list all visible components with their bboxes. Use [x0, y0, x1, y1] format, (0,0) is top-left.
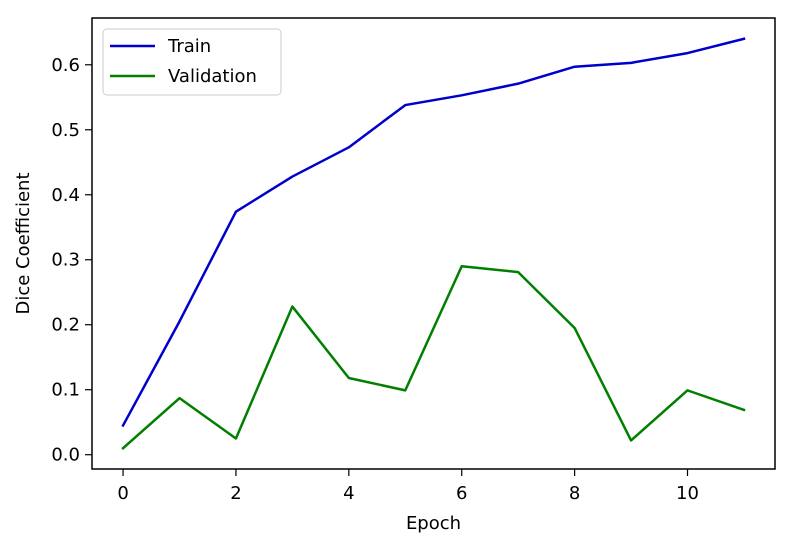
x-tick-label: 4	[343, 483, 354, 504]
series-line-validation	[121, 264, 746, 450]
y-tick-label: 0.6	[51, 55, 80, 76]
x-tick-label: 2	[230, 483, 241, 504]
legend: Train Validation	[102, 28, 282, 96]
legend-label-train: Train	[167, 36, 211, 57]
y-tick-label: 0.3	[51, 250, 80, 271]
x-tick-label: 8	[569, 483, 580, 504]
y-tick-label: 0.5	[51, 120, 80, 141]
y-tick-label: 0.1	[51, 380, 80, 401]
y-tick-label: 0.2	[51, 315, 80, 336]
plot-area	[91, 17, 776, 470]
x-tick-label: 6	[456, 483, 467, 504]
x-axis-title: Epoch	[406, 513, 461, 534]
y-tick-label: 0.0	[51, 445, 80, 466]
y-axis-title: Dice Coefficient	[13, 172, 34, 314]
x-tick-label: 0	[117, 483, 128, 504]
x-tick-label: 10	[676, 483, 699, 504]
y-tick-label: 0.4	[51, 185, 80, 206]
series-line-train	[121, 37, 746, 428]
series-layer	[121, 37, 746, 450]
legend-label-validation: Validation	[168, 66, 257, 87]
axes-layer: 0 2 4 6 8 10 0.0 0.1 0.2 0.3 0.4 0.5 0.6	[51, 55, 699, 504]
plot-frame	[91, 17, 776, 470]
